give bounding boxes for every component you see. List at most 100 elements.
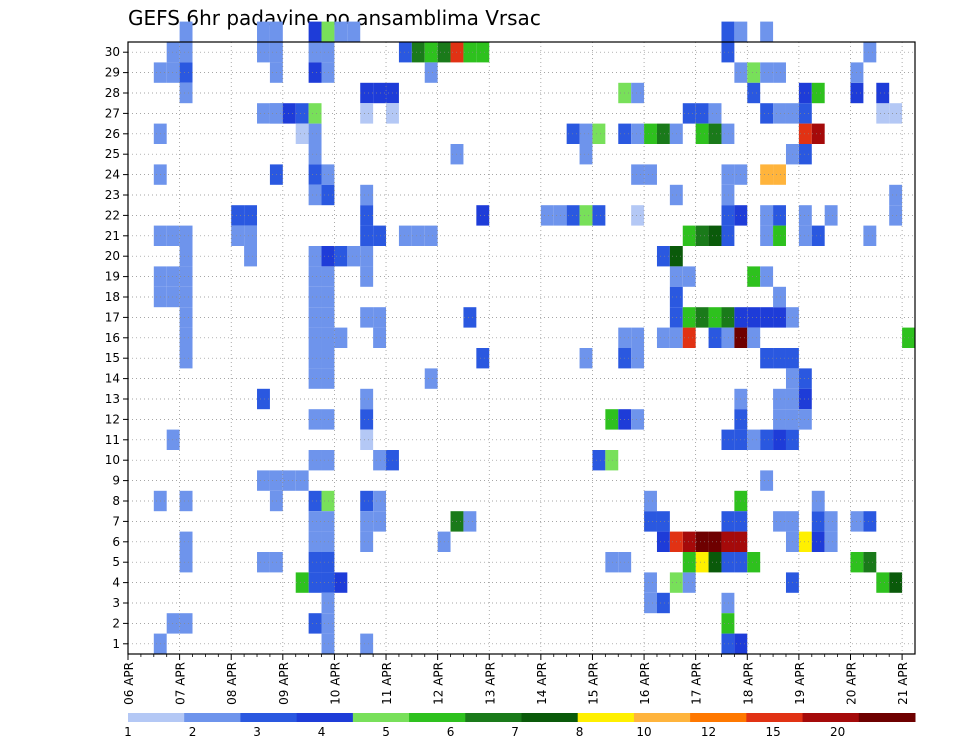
heatmap-cell	[798, 103, 812, 124]
heatmap-cell	[773, 225, 786, 246]
heatmap-cell	[308, 103, 322, 124]
colorbar-segment	[633, 713, 691, 722]
heatmap-cell	[308, 572, 322, 593]
heatmap-cell	[760, 164, 774, 185]
heatmap-cell	[308, 368, 322, 389]
heatmap-cell	[824, 511, 838, 532]
heatmap-cell	[179, 21, 193, 42]
heatmap-cell	[631, 348, 645, 369]
heatmap-cell	[708, 327, 722, 348]
heatmap-cell	[308, 327, 322, 348]
colorbar-label: 15	[765, 725, 780, 739]
heatmap-cell	[644, 164, 657, 185]
colorbar-label: 8	[576, 725, 584, 739]
heatmap-cell	[179, 327, 193, 348]
colorbar-segment	[465, 713, 522, 722]
heatmap-cell	[721, 511, 735, 532]
y-tick-label: 24	[105, 168, 120, 182]
heatmap-cell	[179, 286, 193, 308]
heatmap-cell	[631, 327, 645, 348]
heatmap-cell	[295, 123, 309, 144]
heatmap-cell	[605, 552, 619, 573]
x-tick-label: 14 APR	[535, 662, 549, 705]
heatmap-cell	[889, 205, 903, 226]
heatmap-cell	[308, 164, 322, 185]
heatmap-cell	[179, 613, 193, 634]
heatmap-cell	[798, 388, 812, 410]
heatmap-cell	[321, 184, 335, 206]
heatmap-cell	[773, 409, 786, 430]
heatmap-cell	[321, 409, 335, 430]
y-tick-label: 15	[105, 351, 120, 365]
heatmap-cell	[631, 82, 645, 104]
heatmap-cell	[476, 42, 490, 63]
heatmap-cell	[773, 511, 786, 532]
heatmap-cell	[721, 42, 735, 63]
y-tick-label: 13	[105, 392, 120, 406]
heatmap-cell	[360, 103, 374, 124]
heatmap-cell	[760, 62, 774, 83]
colorbar-segment	[352, 713, 410, 722]
heatmap-cell	[566, 123, 580, 144]
heatmap-cell	[656, 327, 670, 348]
heatmap-cell	[179, 307, 193, 328]
heatmap-cell	[747, 266, 761, 287]
heatmap-cell	[721, 429, 735, 450]
heatmap-cell	[257, 21, 270, 42]
heatmap-cell	[708, 552, 722, 573]
colorbar-label: 3	[253, 725, 261, 739]
colorbar-segment	[184, 713, 241, 722]
heatmap-cell	[321, 511, 335, 532]
heatmap-cell	[798, 205, 812, 226]
y-tick-label: 20	[105, 249, 120, 263]
heatmap-cell	[347, 246, 361, 267]
x-tick-label: 11 APR	[380, 662, 394, 705]
heatmap-cell	[579, 123, 593, 144]
heatmap-cell	[760, 470, 774, 491]
heatmap-cell	[708, 123, 722, 144]
y-tick-label: 1	[112, 637, 120, 651]
heatmap-cell	[695, 552, 709, 573]
colorbar-label: 10	[636, 725, 651, 739]
heatmap-cell	[708, 531, 722, 552]
heatmap-cell	[579, 144, 593, 165]
heatmap-cell	[760, 205, 774, 226]
heatmap-cell	[166, 62, 180, 83]
heatmap-cell	[282, 103, 296, 124]
heatmap-cell	[257, 552, 270, 573]
x-tick-label: 18 APR	[741, 662, 755, 705]
heatmap-cell	[321, 164, 335, 185]
x-tick-label: 08 APR	[225, 662, 239, 705]
heatmap-cell	[321, 592, 335, 614]
heatmap-cell	[695, 123, 709, 144]
heatmap-cell	[179, 82, 193, 104]
heatmap-cell	[424, 42, 438, 63]
y-tick-label: 16	[105, 331, 120, 345]
heatmap-cell	[747, 552, 761, 573]
heatmap-cell	[695, 531, 709, 552]
colorbar-segment	[690, 713, 747, 722]
heatmap-cell	[308, 246, 322, 267]
heatmap-cell	[631, 164, 645, 185]
heatmap-cell	[347, 21, 361, 42]
heatmap-cell	[631, 205, 645, 226]
heatmap-cell	[889, 184, 903, 206]
x-tick-label: 07 APR	[174, 662, 188, 705]
y-tick-label: 11	[105, 433, 120, 447]
y-tick-label: 26	[105, 127, 120, 141]
y-tick-label: 17	[105, 310, 120, 324]
heatmap-cell	[656, 531, 670, 552]
heatmap-cell	[321, 450, 335, 471]
y-tick-label: 23	[105, 188, 120, 202]
colorbar-segment	[409, 713, 466, 722]
heatmap-cell	[360, 633, 374, 654]
heatmap-cell	[463, 511, 477, 532]
heatmap-cell	[179, 348, 193, 369]
heatmap-cell	[321, 327, 335, 348]
y-tick-label: 7	[112, 514, 120, 528]
y-tick-label: 22	[105, 208, 120, 222]
heatmap-cell	[566, 205, 580, 226]
colorbar: 1 2 3 4 5 6 7 8 10 12 15 20	[124, 713, 916, 739]
heatmap-cell	[876, 82, 890, 104]
